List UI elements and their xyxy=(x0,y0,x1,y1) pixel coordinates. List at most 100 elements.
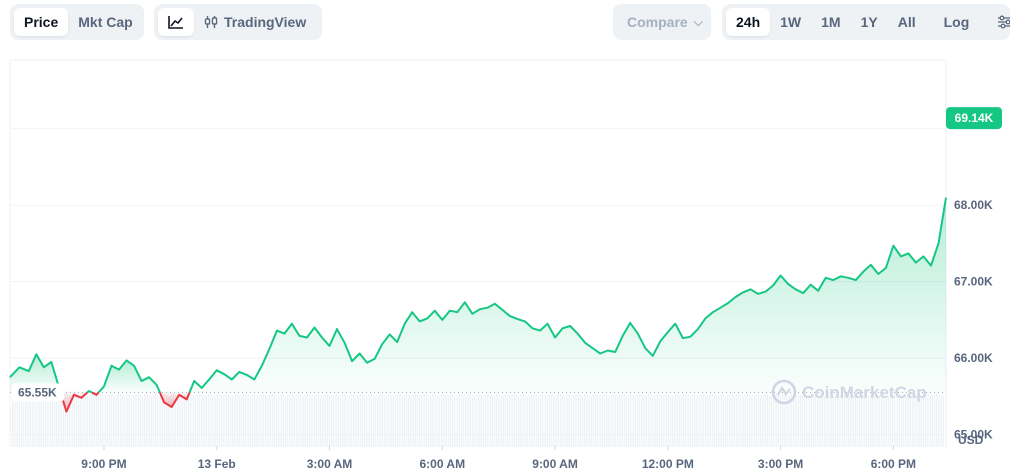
volume-bar xyxy=(861,395,863,446)
volume-bar xyxy=(91,393,93,446)
volume-bar xyxy=(192,393,194,446)
volume-bar xyxy=(227,393,229,446)
x-tick-label: 3:00 PM xyxy=(758,457,803,471)
x-tick-label: 6:00 PM xyxy=(871,457,916,471)
x-tick-label: 12:00 PM xyxy=(642,457,694,471)
volume-bar xyxy=(757,393,760,446)
volume-bar xyxy=(755,393,757,446)
volume-bar xyxy=(53,394,56,446)
volume-bar xyxy=(441,393,443,446)
volume-bar xyxy=(544,395,546,446)
volume-bar xyxy=(104,395,106,446)
volume-bar xyxy=(425,393,427,446)
volume-bar xyxy=(463,395,465,446)
volume-bar xyxy=(837,393,839,446)
volume-bar xyxy=(874,393,876,446)
line-chart-button[interactable] xyxy=(158,8,194,36)
range-24h[interactable]: 24h xyxy=(726,8,771,36)
volume-bar xyxy=(353,393,355,446)
volume-bar xyxy=(603,393,606,446)
volume-bar xyxy=(804,395,806,446)
time-range-toggle: 24h 1W 1M 1Y All Log xyxy=(722,4,1010,40)
range-1w[interactable]: 1W xyxy=(780,14,802,30)
price-line-up xyxy=(86,390,93,394)
volume-bar xyxy=(808,393,810,446)
volume-bar xyxy=(628,394,630,446)
price-line-down xyxy=(91,391,100,396)
volume-bar xyxy=(27,394,29,446)
volume-bar xyxy=(691,393,694,446)
volume-bar xyxy=(480,394,482,446)
volume-bar xyxy=(339,395,342,446)
volume-bar xyxy=(940,395,942,446)
volume-bar xyxy=(683,393,685,446)
volume-bar xyxy=(421,395,423,446)
volume-bar xyxy=(71,394,73,446)
volume-bar xyxy=(548,393,551,446)
chart-type-toggle: TradingView xyxy=(154,4,322,40)
log-scale-toggle[interactable]: Log xyxy=(943,14,970,30)
volume-bar xyxy=(529,395,531,446)
volume-bar xyxy=(240,395,243,446)
volume-bar xyxy=(903,395,905,446)
volume-bar xyxy=(498,394,500,446)
current-price-label: 69.14K xyxy=(955,111,994,125)
price-tab[interactable]: Price xyxy=(14,8,69,36)
volume-bar xyxy=(218,393,221,446)
volume-bar xyxy=(38,393,40,446)
range-all[interactable]: All xyxy=(897,14,916,30)
volume-bar xyxy=(221,395,223,446)
volume-bar xyxy=(687,395,689,446)
volume-bar xyxy=(724,395,727,446)
volume-bar xyxy=(342,393,344,446)
price-line-up xyxy=(9,353,62,393)
volume-bar xyxy=(298,393,300,446)
volume-bar xyxy=(883,393,885,446)
volume-bar xyxy=(267,395,269,446)
tradingview-button[interactable]: TradingView xyxy=(194,8,316,36)
coinmarketcap-logo-mark xyxy=(777,385,791,396)
volume-bar xyxy=(20,393,23,446)
volume-bar xyxy=(251,394,254,446)
volume-bar xyxy=(863,393,865,446)
volume-bar xyxy=(656,393,658,446)
volume-bar xyxy=(69,395,71,446)
volume-bar xyxy=(201,393,203,446)
volume-bar xyxy=(188,395,190,446)
volume-bar xyxy=(641,393,643,446)
volume-bar xyxy=(586,393,588,446)
range-1m[interactable]: 1M xyxy=(821,14,841,30)
volume-bar xyxy=(610,394,612,446)
volume-bar xyxy=(520,394,522,446)
compare-dropdown[interactable]: Compare ⌵ xyxy=(613,4,711,40)
volume-bar xyxy=(210,393,212,446)
volume-bar xyxy=(896,395,898,446)
volume-bar xyxy=(676,393,678,446)
volume-bar xyxy=(106,395,108,446)
volume-bar xyxy=(359,393,361,446)
volume-bar xyxy=(555,395,557,446)
mkt-cap-tab[interactable]: Mkt Cap xyxy=(78,14,133,30)
volume-bar xyxy=(812,394,815,446)
volume-bar xyxy=(364,394,366,446)
volume-bar xyxy=(97,395,100,446)
volume-bar xyxy=(454,395,456,446)
volume-bar xyxy=(942,394,944,446)
volume-bar xyxy=(170,394,172,446)
range-1y[interactable]: 1Y xyxy=(860,14,878,30)
volume-bar xyxy=(280,393,282,446)
volume-bar xyxy=(229,395,232,446)
volume-bar xyxy=(405,393,408,446)
volume-bar xyxy=(531,393,533,446)
volume-bar xyxy=(225,393,227,446)
x-tick-label: 6:00 AM xyxy=(420,457,466,471)
volume-bar xyxy=(526,395,529,446)
x-axis: 9:00 PM 13 Feb 3:00 AM 6:00 AM 9:00 AM 12:00 … xyxy=(81,446,916,471)
compare-button[interactable]: Compare ⌵ xyxy=(617,8,713,36)
volume-bar xyxy=(713,394,716,446)
chart-settings-button[interactable] xyxy=(987,8,1010,36)
volume-bar xyxy=(782,393,784,446)
y-tick-label: 66.00K xyxy=(954,351,993,365)
volume-bar xyxy=(139,394,141,446)
